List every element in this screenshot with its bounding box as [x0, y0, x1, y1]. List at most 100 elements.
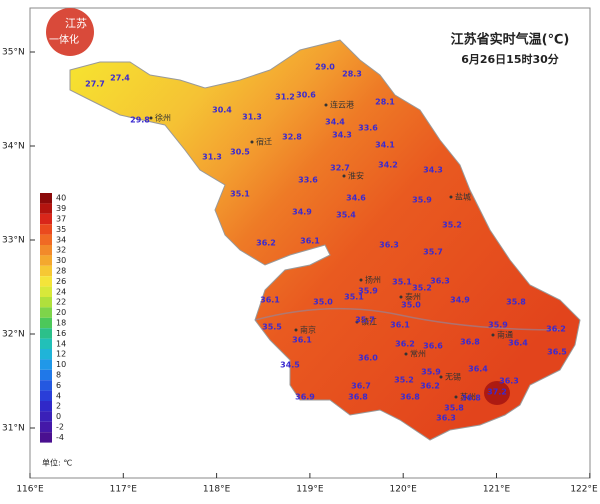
- logo-text: 江苏: [65, 17, 87, 30]
- temperature-reading: 36.8: [400, 393, 420, 402]
- temperature-reading: 35.9: [412, 196, 432, 205]
- legend-swatch: [40, 224, 52, 235]
- temperature-reading: 36.5: [547, 348, 567, 357]
- legend-swatch: [40, 328, 52, 339]
- lon-label: 121°E: [483, 485, 511, 495]
- temperature-reading: 34.3: [423, 166, 443, 175]
- city-dot: [342, 174, 346, 178]
- legend-swatch: [40, 203, 52, 214]
- temperature-reading: 36.2: [256, 239, 276, 248]
- temperature-reading: 35.2: [442, 221, 462, 230]
- temperature-reading: 35.2: [394, 376, 414, 385]
- legend-swatch: [40, 234, 52, 245]
- temperature-reading: 34.6: [346, 194, 366, 203]
- legend-label: 39: [56, 204, 66, 213]
- city-dot: [399, 295, 403, 299]
- temperature-reading: 35.9: [421, 368, 441, 377]
- legend-swatch: [40, 432, 52, 443]
- temperature-reading: 35.0: [313, 298, 333, 307]
- temperature-reading: 30.5: [230, 148, 250, 157]
- legend-swatch: [40, 369, 52, 381]
- temperature-reading: 36.6: [423, 342, 443, 351]
- temperature-reading: 33.6: [298, 176, 318, 185]
- province-shape: [69, 39, 581, 441]
- temperature-reading: 36.1: [292, 336, 312, 345]
- legend-label: 2: [56, 402, 61, 411]
- city-name: 镇江: [361, 317, 377, 327]
- city-name: 南通: [497, 330, 513, 340]
- legend-swatch: [40, 317, 52, 329]
- temperature-reading: 29.0: [315, 63, 335, 72]
- city-dot: [449, 195, 453, 199]
- river: [254, 307, 561, 331]
- temperature-reading: 36.4: [468, 365, 488, 374]
- legend-label: 30: [56, 256, 66, 265]
- temperature-reading: 36.3: [436, 414, 456, 423]
- legend-label: 0: [56, 412, 61, 421]
- temperature-reading: 34.5: [280, 361, 300, 370]
- temperature-reading: 36.8: [461, 394, 481, 403]
- temperature-reading: 36.3: [499, 377, 519, 386]
- lat-label: 35°N: [2, 48, 25, 58]
- temperature-reading: 36.2: [420, 382, 440, 391]
- city-name: 常州: [410, 350, 426, 359]
- legend-swatch: [40, 276, 52, 287]
- legend-swatch: [40, 411, 52, 422]
- temperature-reading: 33.6: [358, 124, 378, 133]
- legend-label: 14: [56, 339, 66, 348]
- city-dot: [250, 140, 254, 144]
- lon-label: 122°E: [570, 485, 598, 495]
- temperature-reading: 35.2: [412, 284, 432, 293]
- city-dot: [149, 116, 153, 120]
- legend-label: 12: [56, 350, 66, 359]
- temperature-reading: 35.4: [336, 211, 356, 220]
- temperature-reading: 34.9: [450, 296, 470, 305]
- legend-label: 40: [56, 194, 66, 203]
- city-name: 苏州: [460, 392, 476, 402]
- temperature-reading: 30.4: [212, 106, 232, 115]
- temperature-reading: 36.1: [390, 321, 410, 330]
- temperature-reading: 35.5: [262, 323, 282, 332]
- city-dot: [359, 278, 363, 282]
- legend-label: 26: [56, 277, 66, 286]
- temperature-reading: 31.3: [202, 153, 222, 162]
- temperature-reading: 34.3: [332, 131, 352, 140]
- legend-swatch: [40, 338, 52, 349]
- lat-label: 32°N: [2, 330, 25, 340]
- lat-label: 33°N: [2, 236, 25, 246]
- legend-swatch: [40, 245, 52, 256]
- legend-label: 4: [56, 391, 61, 400]
- temperature-reading: 36.7: [351, 382, 371, 391]
- temperature-reading: 27.4: [110, 74, 130, 83]
- city-name: 扬州: [365, 275, 381, 285]
- legend-swatch: [40, 286, 52, 297]
- temperature-reading: 36.1: [300, 237, 320, 246]
- legend-swatch: [40, 297, 52, 308]
- temperature-reading: 35.9: [488, 321, 508, 330]
- city-name: 南京: [300, 325, 316, 335]
- legend-label: 6: [56, 381, 61, 390]
- legend-swatch: [40, 390, 52, 401]
- city-name: 淮安: [348, 171, 364, 181]
- lon-label: 117°E: [110, 485, 138, 495]
- temperature-reading: 28.3: [342, 70, 362, 79]
- legend-label: 16: [56, 329, 66, 338]
- city-name: 宿迁: [256, 137, 272, 147]
- legend-label: 35: [56, 225, 66, 234]
- temperature-reading: 35.1: [230, 190, 250, 199]
- temperature-reading: 35.9: [358, 287, 378, 296]
- legend-swatch: [40, 421, 52, 433]
- legend-label: -4: [56, 433, 64, 442]
- temperature-reading: 36.8: [348, 393, 368, 402]
- lat-label: 31°N: [2, 424, 25, 434]
- city-dot: [491, 333, 495, 337]
- temperature-reading: 27.7: [85, 80, 105, 89]
- legend-label: 18: [56, 319, 66, 328]
- city-name: 泰州: [405, 292, 421, 302]
- temperature-reading: 36.2: [546, 325, 566, 334]
- legend-label: -2: [56, 423, 64, 432]
- temperature-reading: 28.1: [375, 98, 395, 107]
- temperature-reading: 29.8: [130, 116, 150, 125]
- legend-unit: 单位: ℃: [42, 458, 72, 468]
